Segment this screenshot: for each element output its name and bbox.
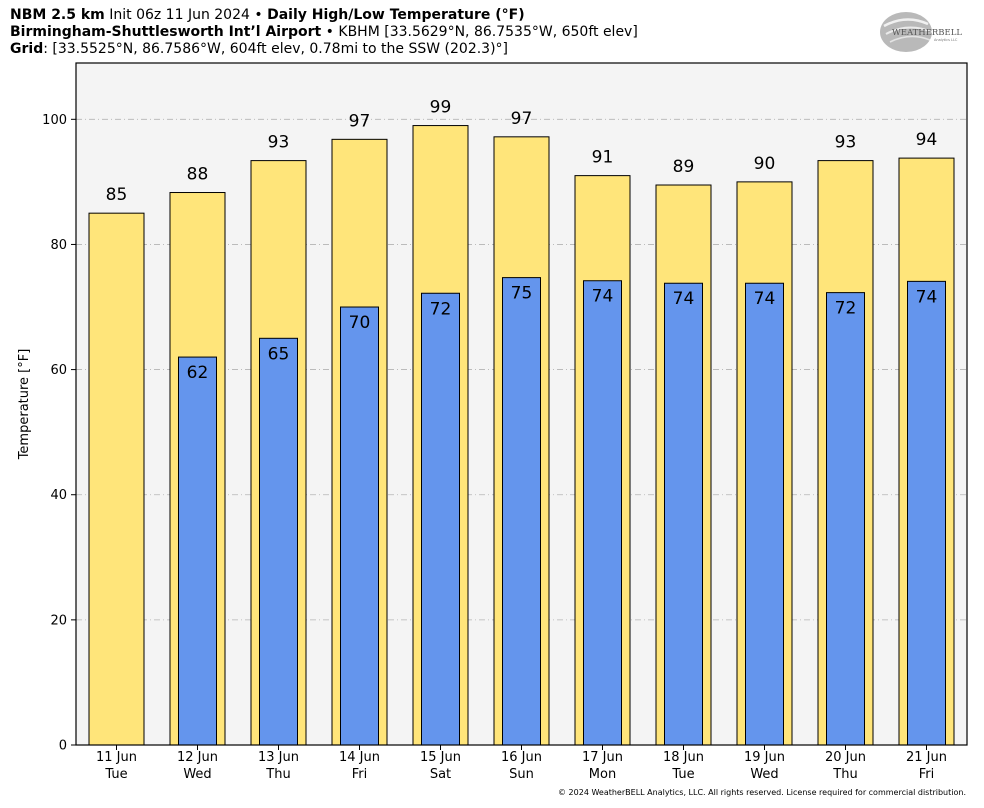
x-tick-date: 19 Jun — [744, 750, 785, 765]
model-name: NBM 2.5 km — [10, 7, 105, 23]
y-axis: 0 20 40 60 80 100 — [42, 113, 76, 754]
grid-info: : [33.5525°N, 86.7586°W, 604ft elev, 0.7… — [43, 41, 509, 57]
high-value-label: 99 — [430, 98, 452, 118]
low-bar — [340, 306, 379, 746]
x-tick-date: 21 Jun — [906, 750, 947, 765]
high-value-label: 89 — [673, 157, 695, 177]
low-value-label: 74 — [673, 289, 695, 309]
x-tick-weekday: Sun — [509, 767, 534, 782]
grid-label: Grid — [10, 41, 44, 57]
x-tick-weekday: Thu — [265, 767, 290, 782]
x-tick-date: 20 Jun — [825, 750, 866, 765]
low-bar — [259, 337, 298, 746]
low-bar — [178, 356, 217, 746]
x-tick-weekday: Fri — [352, 767, 368, 782]
high-value-label: 91 — [592, 148, 614, 168]
low-bar — [745, 282, 784, 746]
high-value-label: 97 — [349, 111, 371, 131]
low-value-label: 74 — [592, 287, 614, 307]
x-tick-date: 16 Jun — [501, 750, 542, 765]
high-value-label: 93 — [835, 133, 857, 153]
title-line-3: Grid: [33.5525°N, 86.7586°W, 604ft elev,… — [10, 40, 508, 58]
low-value-label: 72 — [835, 299, 857, 319]
x-tick-date: 18 Jun — [663, 750, 704, 765]
x-tick-weekday: Tue — [671, 767, 694, 782]
y-tick-label: 80 — [50, 238, 67, 253]
high-bar — [88, 212, 145, 746]
y-axis-label: Temperature [°F] — [17, 349, 32, 461]
low-bar — [907, 280, 946, 746]
high-value-label: 88 — [187, 165, 209, 185]
x-tick-weekday: Tue — [104, 767, 127, 782]
x-tick-weekday: Wed — [750, 767, 778, 782]
x-tick-date: 12 Jun — [177, 750, 218, 765]
bars — [88, 125, 955, 746]
low-bar — [826, 292, 865, 746]
low-value-label: 65 — [268, 344, 290, 364]
init-time: Init 06z 11 Jun 2024 — [109, 7, 250, 23]
low-bar — [583, 280, 622, 746]
station-name: Birmingham-Shuttlesworth Int’l Airport — [10, 24, 322, 40]
high-value-label: 93 — [268, 133, 290, 153]
x-tick-date: 17 Jun — [582, 750, 623, 765]
x-tick-weekday: Mon — [589, 767, 616, 782]
low-value-label: 74 — [754, 289, 776, 309]
x-tick-date: 15 Jun — [420, 750, 461, 765]
x-tick-date: 13 Jun — [258, 750, 299, 765]
high-value-label: 97 — [511, 109, 533, 129]
copyright-notice: © 2024 WeatherBELL Analytics, LLC. All r… — [558, 788, 966, 797]
weatherbell-logo: WEATHERBELL Analytics LLC — [880, 12, 962, 52]
x-axis: 11 Jun Tue 12 Jun Wed 13 Jun Thu 14 Jun Fri 15 J… — [96, 745, 947, 782]
separator: • — [325, 24, 334, 40]
title-line-1: NBM 2.5 km Init 06z 11 Jun 2024 • Daily … — [10, 6, 525, 24]
logo-text: WEATHERBELL — [892, 28, 962, 38]
y-tick-label: 60 — [50, 363, 67, 378]
low-value-label: 70 — [349, 313, 371, 333]
y-tick-label: 20 — [50, 613, 67, 628]
low-value-label: 62 — [187, 363, 209, 383]
x-tick-weekday: Thu — [832, 767, 857, 782]
x-tick-weekday: Sat — [430, 767, 451, 782]
y-tick-label: 0 — [59, 739, 67, 754]
y-tick-label: 40 — [50, 488, 67, 503]
low-bar — [664, 282, 703, 746]
separator: • — [254, 7, 263, 23]
low-bar — [421, 292, 460, 746]
low-value-label: 74 — [916, 287, 938, 307]
station-info: KBHM [33.5629°N, 86.7535°W, 650ft elev] — [338, 24, 638, 40]
title-line-2: Birmingham-Shuttlesworth Int’l Airport •… — [10, 23, 638, 41]
low-value-label: 72 — [430, 299, 452, 319]
high-value-label: 85 — [106, 185, 128, 205]
low-value-label: 75 — [511, 284, 533, 304]
high-value-label: 90 — [754, 154, 776, 174]
y-tick-label: 100 — [42, 113, 67, 128]
x-tick-date: 14 Jun — [339, 750, 380, 765]
logo-subtext: Analytics LLC — [934, 38, 958, 42]
x-tick-weekday: Fri — [919, 767, 935, 782]
x-tick-weekday: Wed — [183, 767, 211, 782]
data-labels: 85 88 62 93 65 97 70 99 72 97 75 91 74 89 74 90 74 93 72 94… — [106, 98, 938, 384]
x-tick-date: 11 Jun — [96, 750, 137, 765]
high-value-label: 94 — [916, 130, 938, 150]
product-name: Daily High/Low Temperature (°F) — [267, 7, 525, 23]
low-bar — [502, 277, 541, 746]
